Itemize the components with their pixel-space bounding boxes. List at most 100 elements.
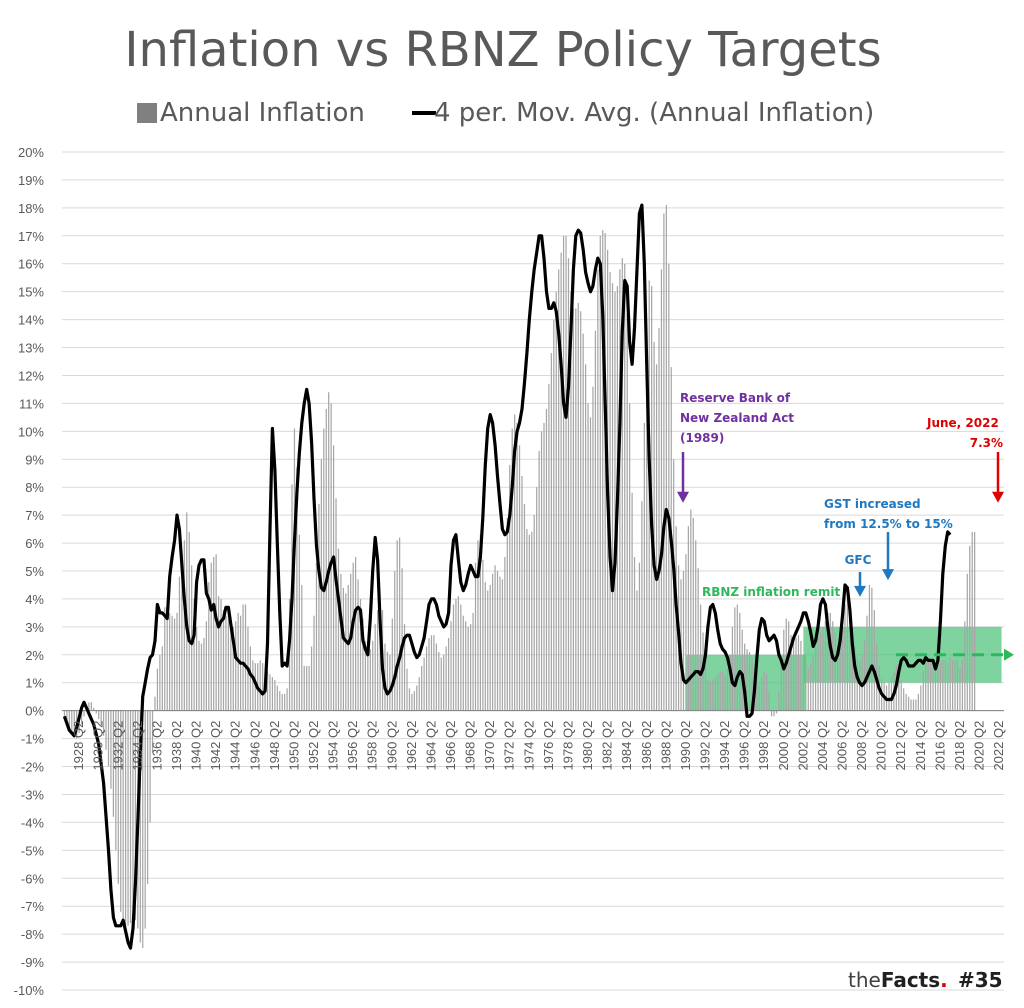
inflation-bar <box>729 654 731 711</box>
inflation-bar <box>467 626 469 711</box>
inflation-bar <box>553 319 555 711</box>
inflation-bar <box>898 671 900 711</box>
y-tick-label: -4% <box>21 815 45 830</box>
inflation-bar <box>134 710 137 921</box>
x-tick-label: 1990 Q2 <box>678 721 693 771</box>
inflation-bar <box>301 584 303 711</box>
inflation-bar <box>63 710 66 717</box>
x-tick-label: 1996 Q2 <box>737 721 752 771</box>
y-tick-label: -7% <box>21 899 45 914</box>
inflation-bar <box>927 657 929 711</box>
inflation-bar <box>817 638 819 711</box>
inflation-bar <box>506 517 508 711</box>
inflation-bar <box>222 610 225 711</box>
moving-average-series <box>62 203 952 950</box>
y-tick-label: 1% <box>25 676 44 691</box>
inflation-bar <box>496 571 499 711</box>
inflation-bar <box>822 626 824 711</box>
target-midpoint-head <box>1004 648 1014 661</box>
inflation-bar <box>890 677 893 711</box>
inflation-bar <box>763 671 765 711</box>
y-tick-label: 11% <box>19 396 44 411</box>
inflation-bar <box>144 710 146 929</box>
y-tick-label: 15% <box>18 285 44 300</box>
inflation-bar <box>802 654 804 711</box>
inflation-bar <box>235 621 237 711</box>
inflation-bar <box>435 643 437 711</box>
inflation-bar <box>570 291 572 711</box>
x-tick-label: 1930 Q2 <box>91 721 106 771</box>
inflation-bar <box>704 663 707 711</box>
inflation-bar <box>479 534 482 711</box>
inflation-bar <box>655 364 658 711</box>
inflation-bar <box>313 615 315 711</box>
x-tick-label: 1966 Q2 <box>443 721 458 771</box>
inflation-bar <box>514 414 516 711</box>
y-tick-label: 13% <box>18 341 44 356</box>
x-tick-label: 2012 Q2 <box>893 721 908 771</box>
inflation-bar <box>761 677 763 711</box>
inflation-bar <box>690 509 692 711</box>
brand-mark: theFacts. #35 <box>848 968 1003 992</box>
x-tick-label: 1976 Q2 <box>541 721 556 771</box>
inflation-bar <box>565 235 567 711</box>
annotation-latest-line1: June, 2022 <box>926 416 999 430</box>
x-tick-label: 1974 Q2 <box>521 721 536 771</box>
inflation-bar <box>954 660 956 711</box>
inflation-bar <box>323 428 325 711</box>
x-tick-label: 1946 Q2 <box>247 721 262 771</box>
inflation-bar <box>633 557 636 711</box>
annotation-rbnz-act: Reserve Bank of New Zealand Act (1989) <box>680 391 794 445</box>
inflation-bar <box>198 640 200 711</box>
inflation-bar <box>425 646 428 711</box>
y-tick-label: -6% <box>21 871 45 886</box>
inflation-bar <box>281 693 283 711</box>
inflation-bar <box>362 618 364 711</box>
inflation-bar <box>83 710 85 717</box>
inflation-bar <box>646 330 648 711</box>
inflation-bar <box>244 604 247 711</box>
inflation-bar <box>641 501 643 711</box>
inflation-bar <box>533 515 535 711</box>
inflation-bar <box>851 626 853 711</box>
inflation-bar <box>626 314 628 711</box>
inflation-bar <box>159 654 161 711</box>
inflation-bar <box>734 607 736 711</box>
inflation-bar <box>176 612 178 711</box>
inflation-bar <box>837 646 839 711</box>
y-tick-label: 19% <box>18 173 44 188</box>
inflation-bar <box>433 635 435 711</box>
x-tick-label: 1938 Q2 <box>169 721 184 771</box>
inflation-bar <box>195 626 198 711</box>
inflation-bar <box>110 710 112 789</box>
inflation-bar <box>193 598 195 711</box>
inflation-bar <box>401 568 403 711</box>
x-tick-label: 1988 Q2 <box>658 721 673 771</box>
inflation-bar <box>208 582 210 711</box>
inflation-bar <box>582 333 584 711</box>
inflation-bar <box>232 626 234 711</box>
inflation-bar <box>230 621 232 711</box>
inflation-bar <box>205 621 207 711</box>
annotation-latest-line2: 7.3% <box>970 436 1003 450</box>
annotation-gfc: GFC <box>845 553 872 567</box>
inflation-bar <box>509 464 511 711</box>
inflation-bar <box>660 269 663 711</box>
x-tick-label: 1940 Q2 <box>189 721 204 771</box>
inflation-bar <box>653 341 655 711</box>
inflation-bar <box>276 685 278 711</box>
inflation-bar <box>389 654 391 711</box>
x-tick-label: 1978 Q2 <box>560 721 575 771</box>
x-tick-label: 2002 Q2 <box>795 721 810 771</box>
inflation-bar <box>922 671 924 711</box>
y-tick-label: 0% <box>25 704 44 719</box>
inflation-bar <box>284 693 286 711</box>
inflation-bar <box>592 386 594 711</box>
inflation-bar <box>416 685 418 711</box>
y-axis: 20% 19% 18% 17% 16% 15% 14% 13% 12% 11% 10% 9% 8% 7% 6… <box>14 145 45 998</box>
inflation-bar <box>521 476 523 711</box>
inflation-bar <box>863 640 866 711</box>
y-tick-label: -10% <box>14 983 45 998</box>
y-tick-label: -9% <box>21 955 45 970</box>
inflation-bar <box>751 657 753 711</box>
